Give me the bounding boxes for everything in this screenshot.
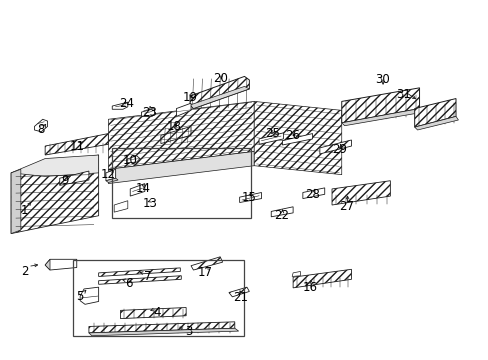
Polygon shape — [99, 276, 181, 284]
Polygon shape — [80, 287, 99, 304]
Text: 13: 13 — [142, 197, 157, 210]
Polygon shape — [11, 169, 21, 234]
Polygon shape — [414, 99, 455, 127]
Polygon shape — [114, 201, 127, 212]
Text: 22: 22 — [274, 209, 289, 222]
Text: 29: 29 — [332, 143, 346, 156]
Text: 21: 21 — [233, 291, 247, 305]
Text: 4: 4 — [153, 306, 161, 319]
Polygon shape — [106, 169, 116, 181]
Polygon shape — [34, 119, 47, 132]
Text: 23: 23 — [142, 105, 157, 119]
Polygon shape — [45, 259, 50, 270]
Text: 26: 26 — [285, 129, 300, 142]
Bar — [73, 260, 243, 337]
Text: 12: 12 — [101, 168, 116, 181]
Polygon shape — [291, 271, 300, 276]
Text: 8: 8 — [38, 123, 45, 136]
Polygon shape — [228, 287, 249, 297]
Polygon shape — [190, 76, 249, 109]
Polygon shape — [126, 156, 140, 163]
Polygon shape — [414, 116, 458, 130]
Polygon shape — [108, 102, 254, 169]
Polygon shape — [341, 88, 419, 123]
Polygon shape — [341, 109, 423, 126]
Polygon shape — [161, 126, 191, 144]
Text: 5: 5 — [76, 289, 83, 303]
Polygon shape — [60, 171, 89, 185]
Bar — [112, 148, 250, 217]
Text: 27: 27 — [338, 200, 353, 213]
Polygon shape — [292, 269, 351, 288]
Text: 14: 14 — [136, 183, 151, 195]
Text: 31: 31 — [396, 88, 410, 101]
Polygon shape — [191, 257, 222, 270]
Text: 19: 19 — [182, 91, 197, 104]
Text: 3: 3 — [184, 325, 192, 338]
Polygon shape — [271, 207, 292, 217]
Polygon shape — [319, 140, 351, 154]
Text: 25: 25 — [264, 127, 280, 140]
Text: 16: 16 — [302, 281, 317, 294]
Polygon shape — [108, 152, 254, 184]
Text: 28: 28 — [305, 188, 320, 201]
Polygon shape — [89, 322, 234, 333]
Polygon shape — [89, 328, 238, 336]
Polygon shape — [120, 307, 186, 319]
Polygon shape — [331, 181, 389, 205]
Polygon shape — [190, 86, 249, 109]
Polygon shape — [130, 184, 144, 196]
Polygon shape — [176, 103, 191, 116]
Polygon shape — [11, 155, 99, 234]
Text: 6: 6 — [125, 277, 132, 290]
Text: 9: 9 — [61, 174, 68, 186]
Text: 1: 1 — [21, 204, 28, 217]
Polygon shape — [254, 102, 341, 175]
Text: 10: 10 — [122, 154, 138, 167]
Polygon shape — [141, 109, 154, 116]
Polygon shape — [45, 259, 77, 270]
Polygon shape — [11, 155, 99, 176]
Text: 2: 2 — [21, 265, 28, 278]
Text: 24: 24 — [119, 97, 134, 110]
Text: 15: 15 — [242, 192, 256, 204]
Polygon shape — [259, 133, 283, 144]
Text: 20: 20 — [212, 72, 227, 85]
Polygon shape — [112, 102, 127, 109]
Text: 30: 30 — [374, 73, 388, 86]
Polygon shape — [282, 134, 312, 145]
Text: 7: 7 — [143, 270, 151, 283]
Polygon shape — [106, 178, 118, 183]
Polygon shape — [45, 134, 108, 155]
Text: 17: 17 — [198, 266, 213, 279]
Text: 11: 11 — [69, 140, 84, 153]
Polygon shape — [302, 188, 324, 199]
Polygon shape — [99, 268, 180, 276]
Text: 18: 18 — [166, 120, 181, 133]
Polygon shape — [239, 193, 261, 203]
